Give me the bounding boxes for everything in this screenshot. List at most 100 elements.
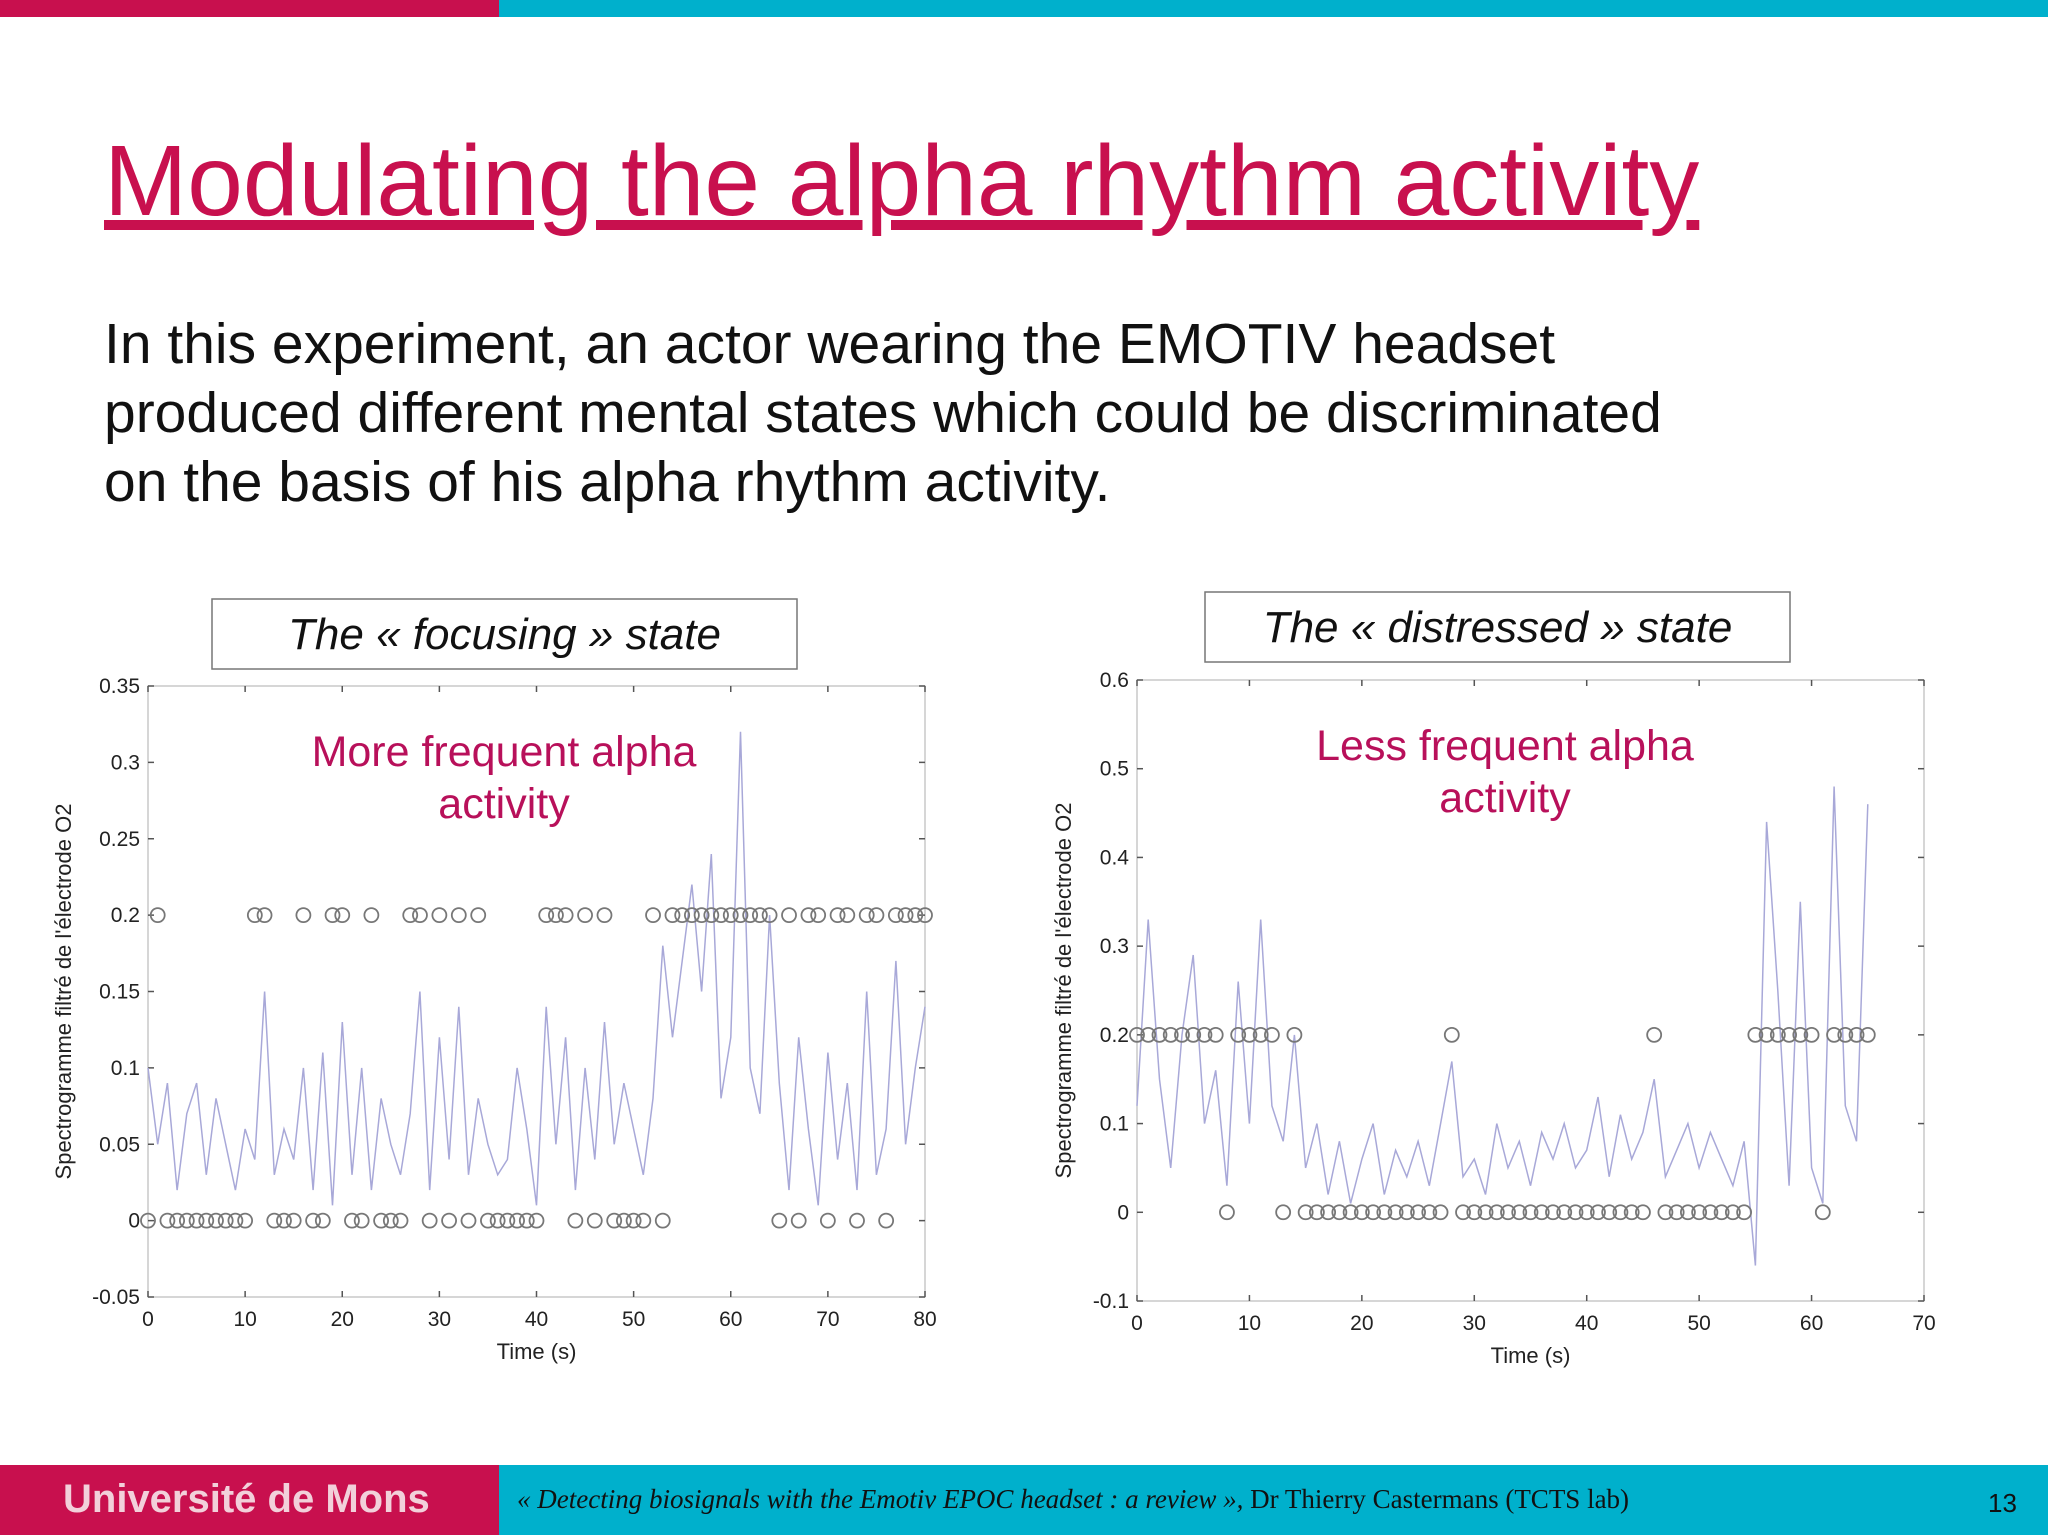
data-point [1151, 1026, 1168, 1043]
data-point [1353, 1204, 1370, 1221]
x-tick-label: 0 [1131, 1312, 1143, 1335]
data-point [256, 907, 273, 924]
citation-title: « Detecting biosignals with the Emotiv E… [517, 1484, 1243, 1514]
data-point [1792, 1026, 1809, 1043]
data-point [266, 1212, 283, 1229]
page-number: 13 [1988, 1488, 2017, 1518]
data-point [305, 1212, 322, 1229]
y-tick-label: 0.25 [99, 828, 140, 851]
data-point [616, 1212, 632, 1229]
footer-cyan [499, 1465, 2048, 1535]
data-point [1365, 1204, 1381, 1221]
data-point [1747, 1026, 1764, 1043]
footer-institution: Université de Mons [63, 1477, 430, 1521]
y-axis-label: Spectrogramme filtré de l'électrode O2 [51, 804, 76, 1180]
x-tick-label: 40 [525, 1308, 548, 1331]
data-point [1567, 1204, 1584, 1221]
data-point [1286, 1026, 1303, 1043]
data-point [1477, 1204, 1494, 1221]
x-tick-label: 0 [142, 1308, 154, 1331]
data-point [713, 907, 729, 924]
data-point [412, 907, 428, 924]
x-tick-label: 50 [1687, 1312, 1710, 1335]
data-point [577, 907, 593, 924]
data-point [246, 907, 263, 924]
data-point [1421, 1204, 1438, 1221]
data-point [1522, 1204, 1539, 1221]
annotation: Less frequent alpha [1316, 722, 1694, 770]
data-point [645, 907, 661, 924]
data-point [1297, 1204, 1314, 1221]
body-line: on the basis of his alpha rhythm activit… [104, 450, 1110, 514]
data-point [654, 1212, 671, 1229]
data-point [1612, 1204, 1629, 1221]
data-point [1545, 1204, 1561, 1221]
data-point [518, 1212, 535, 1229]
citation-author: Dr Thierry Castermans (TCTS lab) [1250, 1484, 1629, 1514]
title-box [211, 598, 798, 670]
data-point [1174, 1026, 1190, 1043]
data-point [159, 1212, 176, 1229]
data-point [1432, 1204, 1449, 1221]
data-point [1162, 1026, 1179, 1043]
data-point [1533, 1204, 1550, 1221]
data-point [887, 907, 904, 924]
data-point [917, 907, 933, 924]
title-box [1204, 591, 1791, 663]
data-point [567, 1212, 584, 1229]
top-bar-cyan [499, 0, 2048, 17]
data-point [528, 1212, 545, 1229]
data-point [596, 907, 613, 924]
data-point [344, 1212, 360, 1229]
data-point [509, 1212, 525, 1229]
data-point [1769, 1026, 1786, 1043]
data-point [742, 907, 759, 924]
data-point [1680, 1204, 1696, 1221]
chart-title: The « focusing » state [288, 610, 721, 659]
data-point [1264, 1026, 1280, 1043]
data-point [1500, 1204, 1516, 1221]
y-tick-label: 0.3 [111, 751, 140, 774]
data-point [480, 1212, 496, 1229]
data-point [353, 1212, 370, 1229]
data-point [1635, 1204, 1651, 1221]
data-point [1859, 1026, 1876, 1043]
data-point [1848, 1026, 1865, 1043]
x-tick-label: 30 [428, 1308, 451, 1331]
data-point [1736, 1204, 1753, 1221]
x-tick-label: 70 [1912, 1312, 1935, 1335]
x-tick-label: 40 [1575, 1312, 1598, 1335]
data-point [499, 1212, 516, 1229]
data-point [1443, 1026, 1460, 1043]
data-point [1342, 1204, 1359, 1221]
data-point [1668, 1204, 1685, 1221]
x-tick-label: 60 [1800, 1312, 1823, 1335]
x-tick-label: 70 [816, 1308, 839, 1331]
y-tick-label: -0.1 [1093, 1290, 1129, 1313]
data-point [237, 1212, 254, 1229]
x-tick-label: 10 [233, 1308, 256, 1331]
annotation: activity [1439, 774, 1571, 822]
data-point [674, 907, 691, 924]
data-point [839, 907, 856, 924]
x-tick-label: 60 [719, 1308, 742, 1331]
data-point [1713, 1204, 1730, 1221]
data-point [761, 907, 778, 924]
data-point [314, 1212, 331, 1229]
data-point [1387, 1204, 1404, 1221]
y-tick-label: -0.05 [92, 1286, 140, 1309]
data-point [635, 1212, 652, 1229]
top-bar-red [0, 0, 499, 17]
x-tick-label: 50 [622, 1308, 645, 1331]
data-point [489, 1212, 506, 1229]
data-point [751, 907, 768, 924]
data-point [382, 1212, 399, 1229]
data-point [664, 907, 681, 924]
data-point [421, 1212, 438, 1229]
data-point [1623, 1204, 1640, 1221]
data-point [1691, 1204, 1708, 1221]
x-tick-label: 20 [331, 1308, 354, 1331]
data-point [1398, 1204, 1415, 1221]
y-tick-label: 0.35 [99, 675, 140, 698]
data-point [392, 1212, 409, 1229]
